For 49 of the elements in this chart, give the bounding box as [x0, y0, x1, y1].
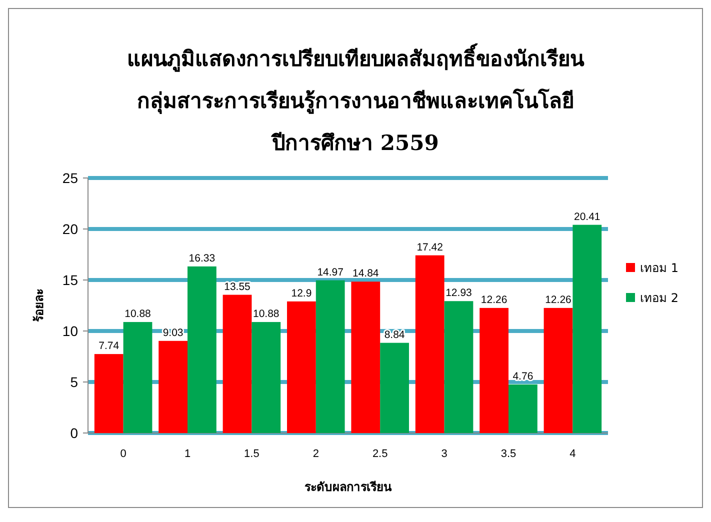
data-label: 12.26	[480, 294, 508, 306]
data-label: 20.41	[574, 210, 600, 223]
bar	[444, 301, 474, 433]
bar	[123, 322, 152, 433]
data-label: 17.42	[416, 241, 444, 254]
legend-label: เทอม 2	[640, 291, 678, 306]
data-label: 7.74	[98, 340, 120, 352]
data-label: 4.76	[512, 370, 534, 382]
x-tick-label: 1	[184, 448, 191, 460]
bar	[380, 342, 409, 433]
x-tick-label: 1.5	[244, 448, 260, 460]
x-tick-label: 3.5	[500, 448, 516, 460]
bar	[252, 322, 281, 433]
chart-title: แผนภูมิแสดงการเปรียบเทียบผลสัมฤทธิ์ของนักเรียน กลุ่มสาระการเรียนรู้การงานอาชีพและเทคโนโลยี ปีการศึกษา 2559	[127, 43, 585, 155]
y-axis-title: ร้อยละ	[32, 289, 46, 322]
bar	[572, 224, 602, 433]
x-axis-title: ระดับผลการเรียน	[304, 480, 392, 494]
bar	[158, 340, 188, 433]
bar	[480, 308, 508, 433]
data-label: 14.97	[317, 266, 344, 278]
bar	[222, 294, 252, 433]
data-label: 13.55	[224, 280, 251, 293]
x-tick-label: 4	[570, 448, 576, 460]
data-label: 10.88	[253, 308, 280, 320]
x-tick-label: 2.5	[372, 448, 388, 460]
y-tick-label: 5	[70, 374, 78, 390]
bar	[508, 384, 538, 433]
y-tick-label: 15	[62, 272, 78, 288]
data-label: 16.33	[188, 252, 216, 264]
y-tick-label: 20	[62, 220, 78, 237]
data-label: 12.9	[291, 287, 312, 300]
y-tick-label: 25	[62, 170, 78, 186]
bar	[316, 280, 345, 433]
bar	[287, 301, 316, 433]
bar	[351, 282, 380, 433]
x-tick-label: 2	[312, 448, 319, 460]
data-label: 14.84	[352, 268, 379, 280]
x-tick-label: 0	[120, 448, 126, 460]
data-label: 12.93	[446, 287, 472, 300]
legend-label: เทอม 1	[640, 261, 678, 276]
bar	[188, 266, 216, 433]
x-tick-label: 3	[441, 448, 448, 460]
bar	[544, 308, 573, 433]
data-label: 10.88	[124, 308, 152, 320]
y-tick-label: 10	[62, 322, 78, 339]
y-tick-label: 0	[70, 424, 78, 441]
bar	[415, 255, 444, 433]
bar	[94, 354, 124, 433]
data-label: 12.26	[545, 294, 572, 306]
